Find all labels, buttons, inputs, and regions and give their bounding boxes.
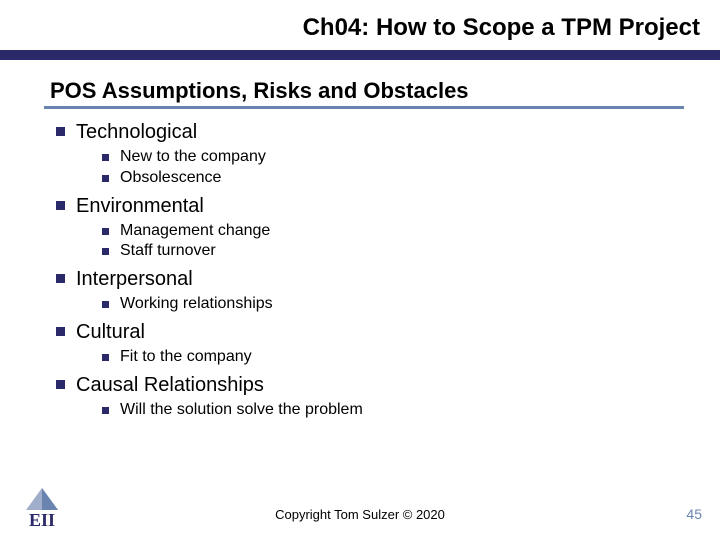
section-heading: POS Assumptions, Risks and Obstacles <box>50 78 680 104</box>
title-bar: Ch04: How to Scope a TPM Project <box>0 0 720 60</box>
sub-list: Working relationships <box>76 294 680 315</box>
sub-item: Staff turnover <box>98 241 680 262</box>
sub-item: Fit to the company <box>98 347 680 368</box>
bullet-item: Technological New to the company Obsoles… <box>50 119 680 189</box>
sub-item: New to the company <box>98 147 680 168</box>
bullet-list: Technological New to the company Obsoles… <box>50 119 680 421</box>
bullet-item: Cultural Fit to the company <box>50 319 680 368</box>
content-section: POS Assumptions, Risks and Obstacles Tec… <box>0 60 720 421</box>
sub-item: Working relationships <box>98 294 680 315</box>
bullet-item: Interpersonal Working relationships <box>50 266 680 315</box>
footer: EII Copyright Tom Sulzer © 2020 45 <box>0 490 720 530</box>
sub-item: Obsolescence <box>98 168 680 189</box>
bullet-label: Interpersonal <box>76 268 193 290</box>
sub-list: New to the company Obsolescence <box>76 147 680 189</box>
sub-list: Will the solution solve the problem <box>76 400 680 421</box>
sub-item: Will the solution solve the problem <box>98 400 680 421</box>
bullet-label: Environmental <box>76 195 204 217</box>
copyright: Copyright Tom Sulzer © 2020 <box>0 507 720 522</box>
bullet-label: Technological <box>76 121 197 143</box>
page-number: 45 <box>686 506 702 522</box>
section-underline <box>44 106 684 109</box>
bullet-label: Cultural <box>76 321 145 343</box>
bullet-item: Causal Relationships Will the solution s… <box>50 372 680 421</box>
sub-item: Management change <box>98 221 680 242</box>
title-underline <box>0 50 720 60</box>
bullet-label: Causal Relationships <box>76 374 264 396</box>
slide-title: Ch04: How to Scope a TPM Project <box>0 0 720 50</box>
sub-list: Fit to the company <box>76 347 680 368</box>
bullet-item: Environmental Management change Staff tu… <box>50 193 680 263</box>
sub-list: Management change Staff turnover <box>76 221 680 263</box>
